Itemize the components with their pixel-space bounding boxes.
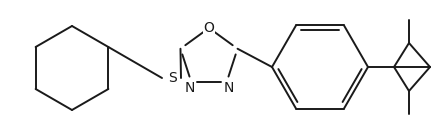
Text: N: N (224, 81, 234, 95)
Text: S: S (168, 71, 176, 85)
Text: N: N (184, 81, 194, 95)
Text: O: O (204, 21, 214, 35)
